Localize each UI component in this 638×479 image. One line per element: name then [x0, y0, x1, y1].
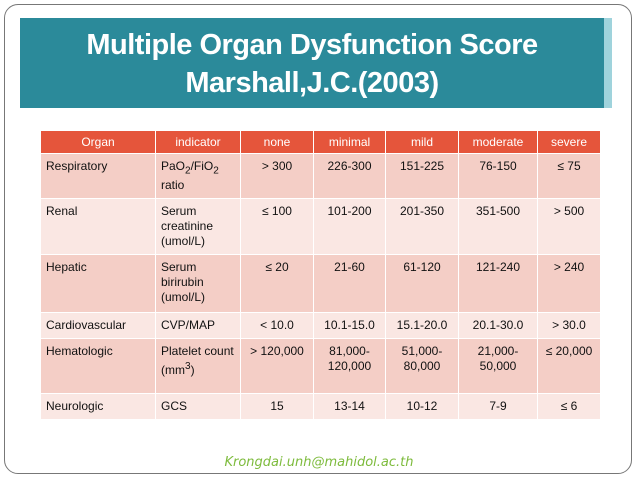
- table-cell: 201-350: [385, 198, 459, 256]
- table-cell: 13-14: [313, 393, 386, 421]
- table-cell: > 300: [240, 152, 314, 200]
- table-cell: Renal: [40, 198, 156, 256]
- cell-text-part: 2: [213, 165, 219, 177]
- score-table: Organ indicator none minimal mild moderate sev…: [40, 130, 601, 421]
- table-cell: Respiratory: [40, 152, 156, 200]
- cell-text-part: ): [190, 363, 195, 378]
- table-cell: 121-240: [458, 254, 538, 314]
- table-cell: 351-500: [458, 198, 538, 256]
- table-row: Neurologic GCS 15 13-14 10-12 7-9 ≤ 6: [40, 393, 601, 421]
- table-cell: Serum creatinine (umol/L): [155, 198, 241, 256]
- table-cell: 20.1-30.0: [458, 312, 538, 340]
- table-cell: ≤ 6: [537, 393, 601, 421]
- table-row: Respiratory PaO2/FiO2 ratio > 300 226-300 15…: [40, 152, 601, 200]
- column-header: indicator: [155, 130, 241, 154]
- table-cell: ≤ 100: [240, 198, 314, 256]
- table-row: Renal Serum creatinine (umol/L) ≤ 100 101-2…: [40, 198, 601, 256]
- table-cell: > 120,000: [240, 338, 314, 395]
- header-row: Organ indicator none minimal mild moderate sev…: [40, 130, 601, 154]
- table-body: Respiratory PaO2/FiO2 ratio > 300 226-300 15…: [40, 152, 601, 421]
- table-row: Cardiovascular CVP/MAP < 10.0 10.1-15.0 15.1…: [40, 312, 601, 340]
- table-cell: Hepatic: [40, 254, 156, 314]
- table-cell: 10.1-15.0: [313, 312, 386, 340]
- slide-frame: [4, 4, 632, 474]
- table-cell: 151-225: [385, 152, 459, 200]
- table-cell: 81,000-120,000: [313, 338, 386, 395]
- cell-text-part: 3: [185, 361, 191, 373]
- title-line: Marshall,J.C.(2003): [185, 67, 439, 99]
- table-cell: CVP/MAP: [155, 312, 241, 340]
- table-cell: 15: [240, 393, 314, 421]
- table-cell: Cardiovascular: [40, 312, 156, 340]
- cell-text-part: /FiO: [190, 159, 214, 173]
- cell-text-part: 2: [185, 165, 191, 177]
- table-cell: < 10.0: [240, 312, 314, 340]
- cell-text-part: Platelet count (mm: [161, 344, 234, 378]
- table-cell: Serum birirubin (umol/L): [155, 254, 241, 314]
- table-row: Hematologic Platelet count (mm3) > 120,000…: [40, 338, 601, 395]
- table-cell: 21,000-50,000: [458, 338, 538, 395]
- table-cell: 76-150: [458, 152, 538, 200]
- title-line: Multiple Organ Dysfunction Score: [86, 29, 538, 61]
- column-header: mild: [385, 130, 459, 154]
- column-header: moderate: [458, 130, 538, 154]
- table-cell: ≤ 20: [240, 254, 314, 314]
- table-cell: 7-9: [458, 393, 538, 421]
- table-cell: 226-300: [313, 152, 386, 200]
- column-header: Organ: [40, 130, 156, 154]
- column-header: none: [240, 130, 314, 154]
- table-cell: Platelet count (mm3): [155, 338, 241, 395]
- table-cell: 21-60: [313, 254, 386, 314]
- footer-email: Krongdai.unh@mahidol.ac.th: [224, 455, 414, 470]
- column-header: severe: [537, 130, 601, 154]
- table-row: Hepatic Serum birirubin (umol/L) ≤ 20 21-60…: [40, 254, 601, 314]
- table-cell: ≤ 20,000: [537, 338, 601, 395]
- table-cell: > 500: [537, 198, 601, 256]
- table-cell: GCS: [155, 393, 241, 421]
- table-cell: ≤ 75: [537, 152, 601, 200]
- table-cell: 10-12: [385, 393, 459, 421]
- table-cell: PaO2/FiO2 ratio: [155, 152, 241, 200]
- table-cell: Hematologic: [40, 338, 156, 395]
- cell-text-part: ratio: [161, 178, 185, 193]
- column-header: minimal: [313, 130, 386, 154]
- table-cell: > 240: [537, 254, 601, 314]
- table-cell: 15.1-20.0: [385, 312, 459, 340]
- title-banner: Multiple Organ Dysfunction Score Marshal…: [20, 18, 612, 108]
- table-cell: 61-120: [385, 254, 459, 314]
- table-cell: Neurologic: [40, 393, 156, 421]
- cell-text-part: PaO: [161, 159, 186, 173]
- table-cell: 101-200: [313, 198, 386, 256]
- table-cell: 51,000-80,000: [385, 338, 459, 395]
- table-cell: > 30.0: [537, 312, 601, 340]
